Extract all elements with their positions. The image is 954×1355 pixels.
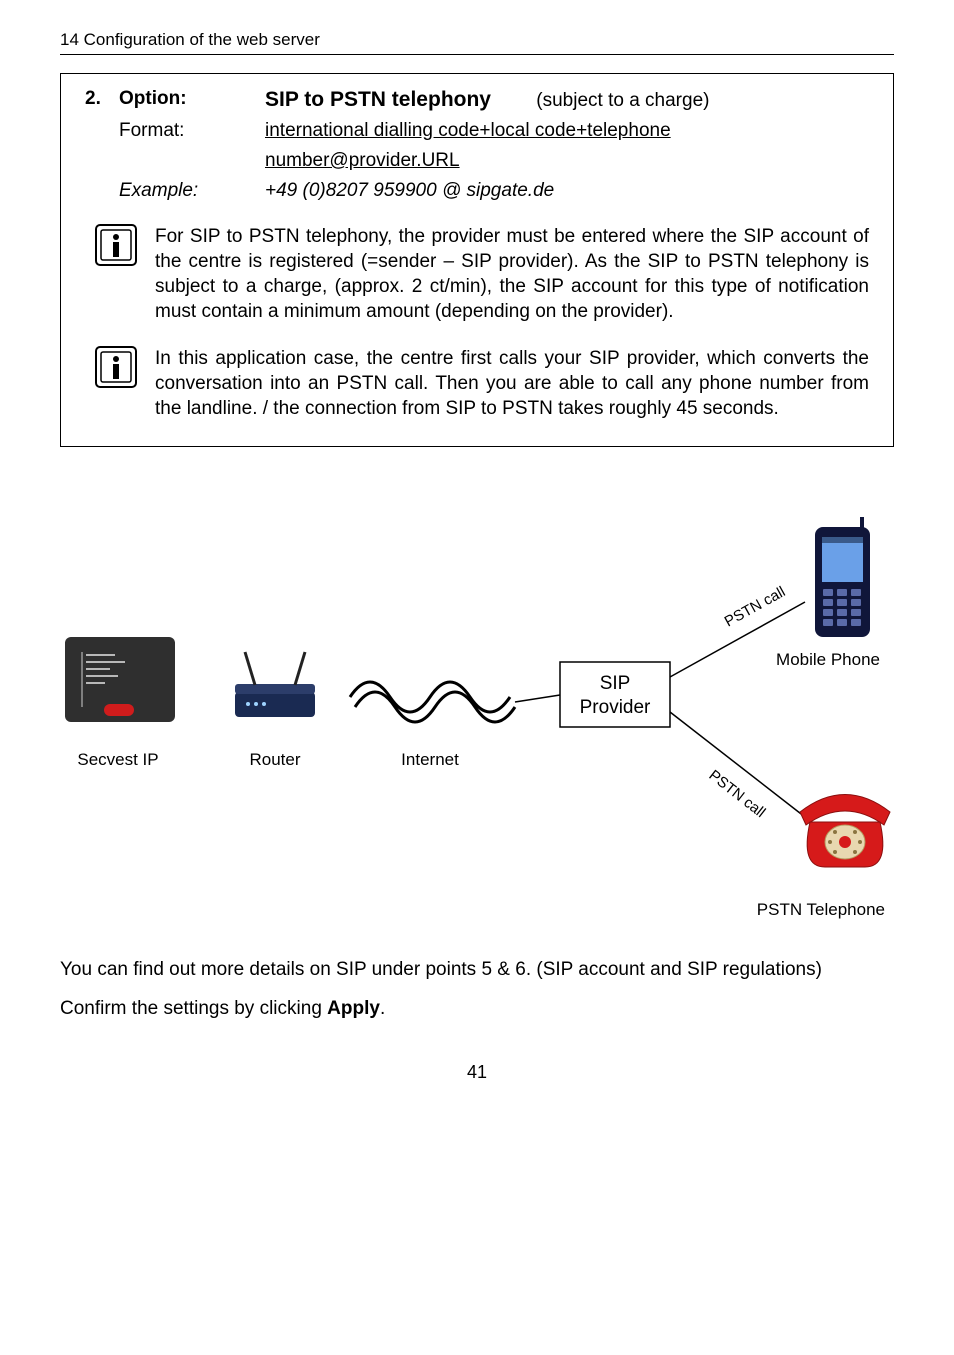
internet-icon (350, 682, 515, 722)
pstn-phone-label: PSTN Telephone (757, 900, 885, 919)
option-note: (subject to a charge) (536, 90, 709, 111)
option-number: 2. (85, 88, 119, 110)
pstn-phone-icon (800, 794, 890, 867)
mobile-label: Mobile Phone (776, 650, 880, 669)
info-icon (95, 224, 137, 266)
secvest-device-icon (65, 637, 175, 722)
option-label: Option: (119, 88, 265, 110)
info-text-1: For SIP to PSTN telephony, the provider … (155, 224, 869, 324)
confirm-text-c: . (380, 998, 385, 1019)
internet-label: Internet (401, 750, 459, 769)
option-row: 2. Option: SIP to PSTN telephony (subjec… (85, 88, 869, 112)
info-icon-wrap (85, 224, 155, 271)
confirm-para: Confirm the settings by clicking Apply. (60, 996, 894, 1022)
sip-box-line1: SIP (600, 673, 631, 694)
router-icon (235, 652, 315, 717)
pstn-call-bottom-label: PSTN call (706, 766, 769, 820)
example-value: +49 (0)8207 959900 @ sipgate.de (265, 180, 869, 202)
example-row: Example: +49 (0)8207 959900 @ sipgate.de (85, 180, 869, 202)
format-row-2: number@provider.URL (85, 150, 869, 172)
format-value-1: international dialling code+local code+t… (265, 120, 869, 142)
page: 14 Configuration of the web server 2. Op… (0, 0, 954, 1113)
mobile-phone-icon (815, 517, 870, 637)
format-row: Format: international dialling code+loca… (85, 120, 869, 142)
format-value-2: number@provider.URL (265, 150, 869, 172)
router-label: Router (249, 750, 300, 769)
example-label: Example: (119, 180, 265, 202)
option-value: SIP to PSTN telephony (subject to a char… (265, 88, 869, 112)
option-box: 2. Option: SIP to PSTN telephony (subjec… (60, 73, 894, 447)
pstn-call-top-label: PSTN call (722, 583, 789, 630)
info-icon (95, 346, 137, 388)
secvest-label: Secvest IP (77, 750, 158, 769)
details-para: You can find out more details on SIP und… (60, 957, 894, 983)
info-block-1: For SIP to PSTN telephony, the provider … (85, 224, 869, 324)
network-diagram: Secvest IP Router Internet (60, 507, 894, 927)
info-icon-wrap (85, 346, 155, 393)
header-section: 14 Configuration of the web server (60, 30, 894, 50)
network-diagram-svg: Secvest IP Router Internet (60, 507, 894, 927)
info-text-2: In this application case, the centre fir… (155, 346, 869, 421)
confirm-text-b: Apply (327, 998, 380, 1019)
page-number: 41 (60, 1062, 894, 1083)
option-title: SIP to PSTN telephony (265, 88, 491, 111)
sip-box-line2: Provider (580, 697, 651, 718)
confirm-text-a: Confirm the settings by clicking (60, 998, 327, 1019)
format-label: Format: (119, 120, 265, 142)
line-internet-sip (515, 695, 560, 702)
info-block-2: In this application case, the centre fir… (85, 346, 869, 421)
header-rule (60, 54, 894, 55)
